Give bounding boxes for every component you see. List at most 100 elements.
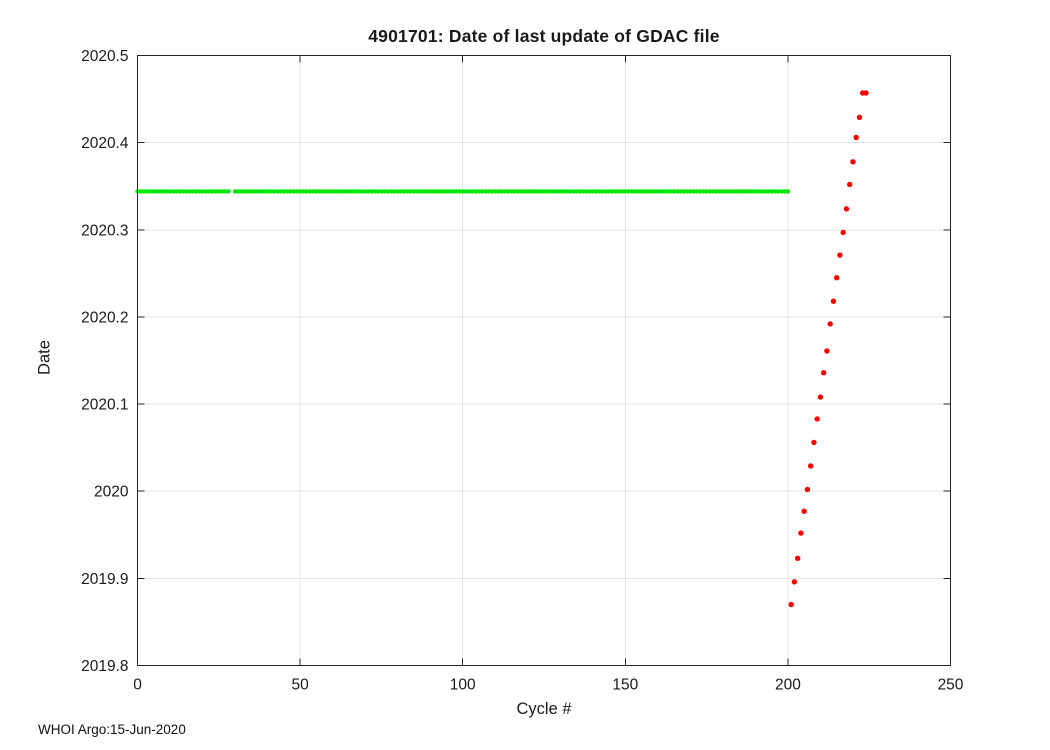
data-point-recent-cycle-updates: [791, 579, 798, 585]
data-point-gdac-update-date-constant: [772, 189, 778, 194]
data-point-gdac-update-date-constant: [489, 189, 495, 194]
data-point-gdac-update-date-constant: [141, 189, 147, 194]
data-point-recent-cycle-updates: [817, 394, 824, 400]
x-tick-label: 50: [291, 677, 309, 694]
data-point-gdac-update-date-constant: [252, 189, 257, 194]
data-point-gdac-update-date-constant: [717, 189, 722, 194]
data-point-gdac-update-date-constant: [333, 189, 339, 194]
data-point-gdac-update-date-constant: [193, 189, 199, 194]
data-point-gdac-update-date-constant: [418, 189, 423, 194]
data-point-gdac-update-date-constant: [535, 189, 540, 194]
data-point-gdac-update-date-constant: [275, 189, 280, 194]
data-point-gdac-update-date-constant: [639, 189, 644, 194]
data-point-gdac-update-date-constant: [590, 189, 595, 194]
data-point-gdac-update-date-constant: [564, 189, 569, 194]
data-point-gdac-update-date-constant: [759, 189, 765, 194]
data-point-gdac-update-date-constant: [327, 189, 332, 194]
data-point-recent-cycle-updates: [827, 321, 833, 327]
data-point-gdac-update-date-constant: [340, 189, 345, 194]
data-point-gdac-update-date-constant: [408, 189, 413, 194]
data-point-gdac-update-date-constant: [336, 189, 342, 194]
data-point-gdac-update-date-constant: [571, 189, 576, 194]
data-point-recent-cycle-updates: [798, 530, 804, 536]
data-point-gdac-update-date-constant: [561, 189, 566, 194]
data-point-gdac-update-date-constant: [766, 189, 771, 194]
data-point-gdac-update-date-constant: [636, 189, 641, 194]
data-point-gdac-update-date-constant: [330, 189, 335, 194]
data-point-recent-cycle-updates: [850, 159, 856, 165]
data-point-gdac-update-date-constant: [164, 189, 169, 194]
data-point-gdac-update-date-constant: [538, 189, 543, 194]
data-point-gdac-update-date-constant: [216, 189, 221, 194]
data-point-gdac-update-date-constant: [210, 189, 215, 194]
x-tick-label: 250: [938, 677, 964, 694]
data-point-gdac-update-date-constant: [161, 189, 166, 194]
data-point-gdac-update-date-constant: [541, 189, 547, 194]
x-tick-label: 200: [775, 677, 801, 694]
data-point-gdac-update-date-constant: [307, 189, 313, 194]
data-point-gdac-update-date-constant: [528, 189, 534, 194]
data-point-gdac-update-date-constant: [662, 189, 667, 194]
y-tick-label: 2020.2: [81, 309, 128, 326]
data-point-gdac-update-date-constant: [424, 189, 430, 194]
data-point-gdac-update-date-constant: [427, 189, 433, 194]
data-point-gdac-update-date-constant: [658, 189, 664, 194]
data-point-gdac-update-date-constant: [616, 189, 621, 194]
data-point-gdac-update-date-constant: [584, 189, 589, 194]
data-point-gdac-update-date-constant: [473, 189, 478, 194]
data-point-recent-cycle-updates: [807, 463, 814, 469]
data-point-recent-cycle-updates: [830, 298, 837, 304]
data-point-gdac-update-date-constant: [219, 189, 225, 194]
data-point-gdac-update-date-constant: [385, 189, 391, 194]
data-point-gdac-update-date-constant: [743, 189, 748, 194]
data-point-gdac-update-date-constant: [421, 189, 426, 194]
data-point-gdac-update-date-constant: [701, 189, 706, 194]
data-point-gdac-update-date-constant: [187, 189, 192, 194]
data-point-gdac-update-date-constant: [632, 189, 638, 194]
data-point-gdac-update-date-constant: [613, 189, 618, 194]
data-point-gdac-update-date-constant: [359, 189, 365, 194]
data-point-gdac-update-date-constant: [684, 189, 690, 194]
y-tick-label: 2020: [94, 484, 129, 501]
data-point-gdac-update-date-constant: [463, 189, 469, 194]
data-point-gdac-update-date-constant: [356, 189, 361, 194]
data-point-gdac-update-date-constant: [203, 189, 208, 194]
data-point-gdac-update-date-constant: [506, 189, 511, 194]
plot-border: [137, 55, 951, 666]
data-point-gdac-update-date-constant: [171, 189, 176, 194]
data-point-gdac-update-date-constant: [785, 189, 791, 194]
data-point-gdac-update-date-constant: [551, 189, 556, 194]
data-point-gdac-update-date-constant: [668, 189, 674, 194]
data-point-gdac-update-date-constant: [509, 189, 514, 194]
data-point-gdac-update-date-constant: [577, 189, 582, 194]
data-point-gdac-update-date-constant: [649, 189, 654, 194]
data-point-gdac-update-date-constant: [398, 189, 404, 194]
data-point-gdac-update-date-constant: [470, 189, 475, 194]
data-point-gdac-update-date-constant: [753, 189, 758, 194]
data-point-gdac-update-date-constant: [714, 189, 719, 194]
data-point-gdac-update-date-constant: [619, 189, 625, 194]
data-point-gdac-update-date-constant: [652, 189, 657, 194]
y-tick-label: 2019.8: [81, 658, 128, 675]
data-point-gdac-update-date-constant: [610, 189, 615, 194]
y-tick-label: 2019.9: [81, 571, 128, 588]
data-point-gdac-update-date-constant: [284, 189, 290, 194]
data-point-gdac-update-date-constant: [467, 189, 472, 194]
data-point-gdac-update-date-constant: [411, 189, 417, 194]
data-point-gdac-update-date-constant: [392, 189, 397, 194]
data-point-gdac-update-date-constant: [447, 189, 452, 194]
data-point-recent-cycle-updates: [811, 439, 817, 446]
data-point-gdac-update-date-constant: [502, 189, 508, 194]
data-point-gdac-update-date-constant: [379, 189, 384, 194]
data-point-gdac-update-date-constant: [213, 189, 218, 194]
data-point-gdac-update-date-constant: [736, 189, 742, 194]
x-axis-label: Cycle #: [516, 700, 572, 718]
y-tick-label: 2020.3: [81, 222, 128, 239]
data-point-gdac-update-date-constant: [720, 189, 726, 194]
data-point-gdac-update-date-constant: [200, 189, 205, 194]
data-point-recent-cycle-updates: [814, 416, 820, 422]
data-point-gdac-update-date-constant: [346, 189, 352, 194]
data-point-gdac-update-date-constant: [480, 189, 485, 194]
data-point-gdac-update-date-constant: [782, 189, 787, 194]
